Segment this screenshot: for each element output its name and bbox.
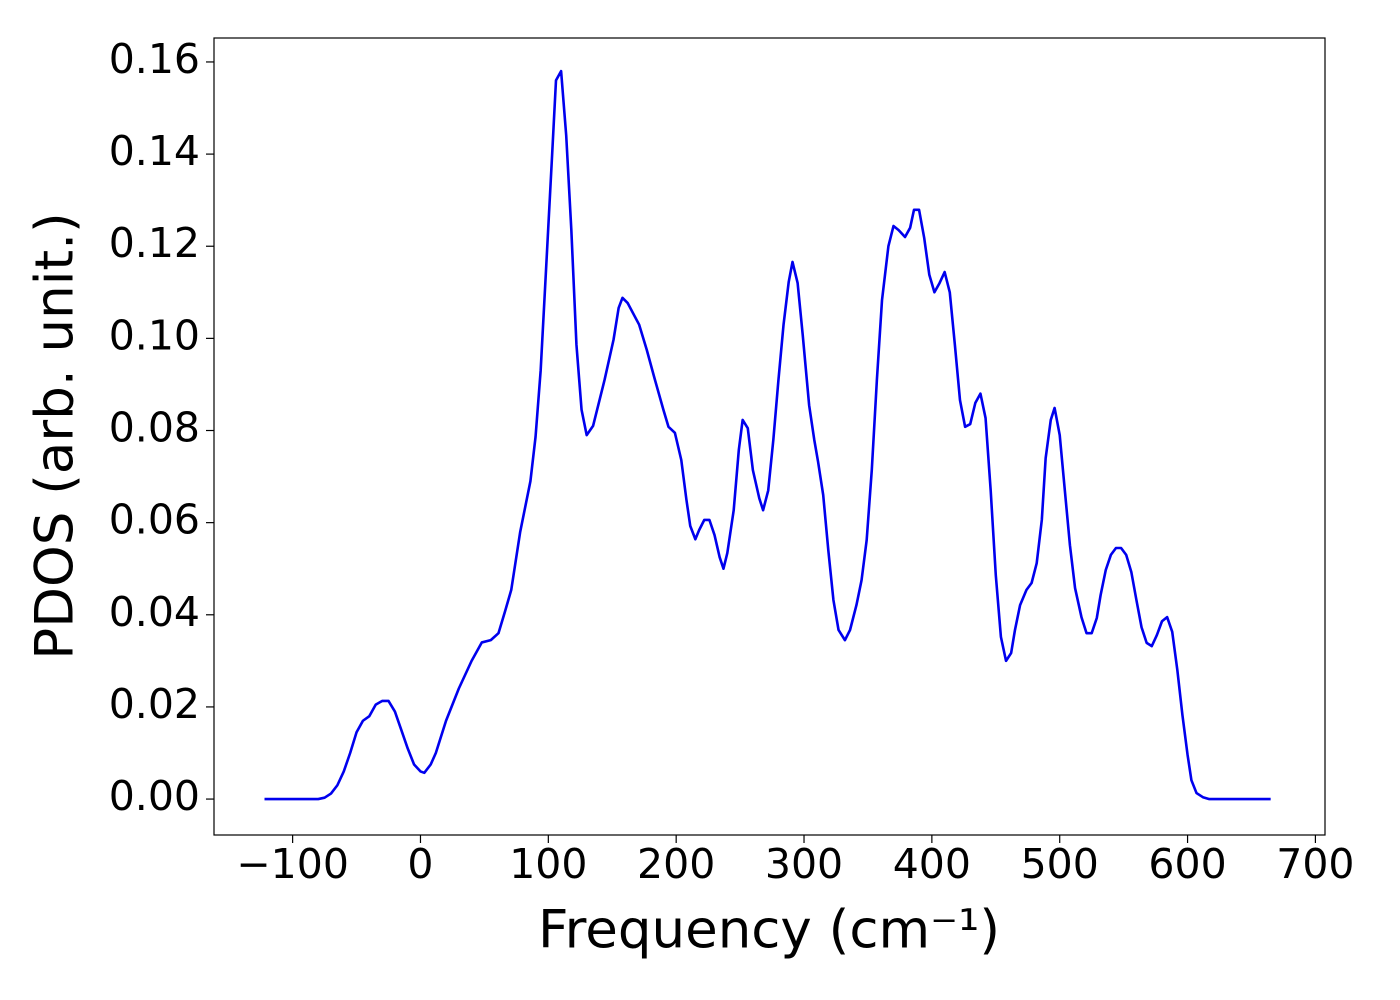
- y-tick-label: 0.04: [109, 588, 200, 636]
- y-tick-label: 0.10: [109, 311, 200, 359]
- x-tick-label: 0: [407, 840, 433, 888]
- x-tick-label: 100: [509, 840, 587, 888]
- x-tick-label: 600: [1148, 840, 1226, 888]
- x-tick-label: 400: [893, 840, 971, 888]
- y-axis-label: PDOS (arb. unit.): [25, 212, 86, 659]
- y-tick-label: 0.12: [109, 219, 200, 267]
- y-tick-label: 0.06: [109, 496, 200, 544]
- y-tick-label: 0.16: [109, 35, 200, 83]
- x-tick-label: 500: [1021, 840, 1099, 888]
- y-tick-label: 0.14: [109, 127, 200, 175]
- y-tick-label: 0.08: [109, 404, 200, 452]
- plot-frame: [213, 37, 1326, 836]
- x-tick-label: −100: [236, 840, 349, 888]
- y-tick-label: 0.00: [109, 772, 200, 820]
- x-tick-label: 200: [637, 840, 715, 888]
- x-axis-label: Frequency (cm⁻¹): [538, 900, 1000, 961]
- x-tick-label: 700: [1276, 840, 1354, 888]
- pdos-line: [264, 69, 1271, 801]
- y-tick-label: 0.02: [109, 680, 200, 728]
- x-tick-label: 300: [765, 840, 843, 888]
